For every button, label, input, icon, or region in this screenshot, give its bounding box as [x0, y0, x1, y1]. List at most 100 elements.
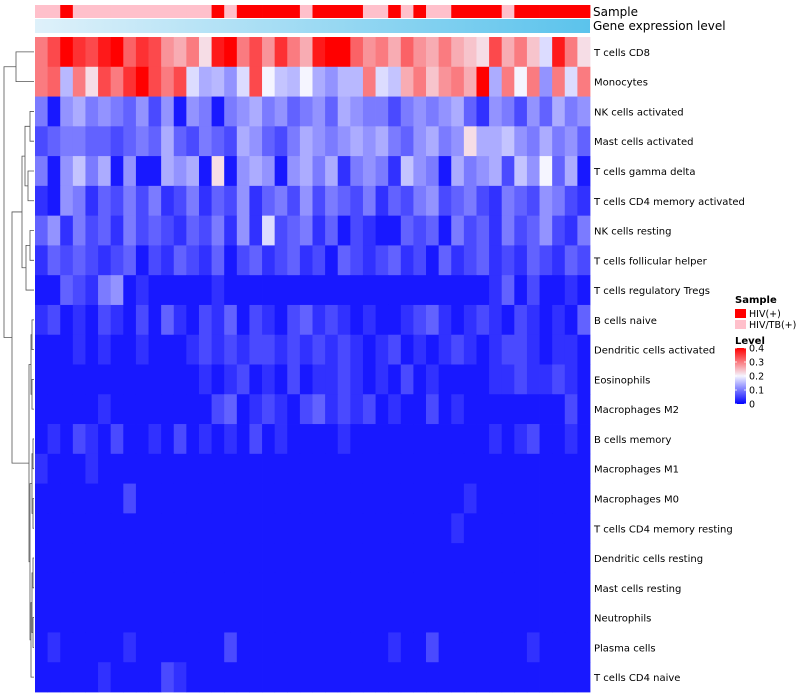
heatmap-cell	[123, 275, 137, 306]
heatmap-cell	[148, 334, 162, 365]
heatmap-cell	[249, 96, 263, 127]
heatmap-cell	[47, 424, 61, 455]
heatmap-cell	[186, 602, 200, 633]
heatmap-cell	[198, 543, 212, 574]
heatmap-cell	[501, 126, 515, 157]
heatmap-cell	[98, 453, 112, 484]
heatmap-cell	[35, 424, 49, 455]
heatmap-cell	[337, 275, 351, 306]
row-label: Monocytes	[594, 78, 648, 89]
sample-annotation-cell	[173, 5, 187, 18]
sample-annotation-cell	[451, 5, 465, 18]
heatmap-cell	[539, 483, 553, 514]
heatmap-cell	[148, 662, 162, 693]
heatmap-cell	[186, 513, 200, 544]
heatmap-cell	[451, 304, 465, 336]
heatmap-cell	[312, 156, 326, 187]
heatmap-cell	[337, 394, 351, 425]
heatmap-cell	[299, 543, 313, 574]
heatmap-cell	[98, 215, 112, 246]
heatmap-cell	[476, 304, 490, 336]
heatmap-cell	[564, 483, 578, 514]
heatmap-cell	[400, 602, 414, 633]
heatmap-cell	[350, 483, 364, 514]
heatmap-cell	[400, 632, 414, 663]
sample-annotation-cell	[274, 5, 288, 18]
heatmap-cell	[148, 424, 162, 455]
heatmap-cell	[198, 215, 212, 246]
heatmap-cell	[198, 185, 212, 217]
heatmap-cell	[110, 453, 124, 484]
heatmap-cell	[413, 572, 427, 604]
heatmap-cell	[400, 424, 414, 455]
sample-annotation-cell	[72, 5, 86, 18]
heatmap-cell	[135, 275, 149, 306]
heatmap-cell	[72, 602, 86, 633]
heatmap-cell	[224, 185, 238, 217]
heatmap-cell	[123, 245, 137, 276]
heatmap-cell	[262, 215, 276, 246]
heatmap-cell	[539, 126, 553, 157]
heatmap-cell	[249, 304, 263, 336]
heatmap-cell	[98, 275, 112, 306]
heatmap-cell	[350, 394, 364, 425]
heatmap-cell	[539, 96, 553, 127]
sample-annotation-cell	[489, 5, 503, 18]
heatmap-cell	[161, 245, 175, 276]
heatmap-cell	[489, 632, 503, 663]
heatmap-cell	[463, 513, 477, 544]
heatmap-cell	[135, 126, 149, 157]
heatmap-cell	[451, 483, 465, 514]
heatmap-cell	[211, 632, 225, 663]
heatmap-cell	[325, 364, 339, 395]
heatmap-cell	[337, 364, 351, 395]
heatmap-cell	[85, 96, 99, 127]
level-legend-title: Level	[735, 336, 765, 347]
heatmap-cell	[350, 334, 364, 365]
heatmap-cell	[413, 543, 427, 574]
heatmap-cell	[362, 572, 376, 604]
heatmap-cell	[249, 364, 263, 395]
dendrogram-branch	[32, 557, 34, 589]
heatmap-cell	[451, 37, 465, 68]
heatmap-cell	[148, 632, 162, 663]
level-tick-label: 0.4	[749, 344, 764, 355]
heatmap-cell	[274, 662, 288, 693]
heatmap-cell	[274, 632, 288, 663]
heatmap-cell	[362, 513, 376, 544]
heatmap-cell	[501, 304, 515, 336]
heatmap-cell	[123, 424, 137, 455]
heatmap-cell	[375, 185, 389, 217]
heatmap-cell	[577, 37, 591, 68]
heatmap-cell	[262, 543, 276, 574]
heatmap-cell	[85, 602, 99, 633]
heatmap-cell	[60, 66, 74, 97]
row-label: Neutrophils	[594, 614, 651, 625]
heatmap-cell	[148, 156, 162, 187]
sample-annotation-cell	[350, 5, 364, 18]
heatmap-cell	[577, 662, 591, 693]
sample-annotation-cell	[325, 5, 339, 18]
heatmap-cell	[173, 602, 187, 633]
heatmap-cell	[262, 156, 276, 187]
heatmap-cell	[451, 632, 465, 663]
heatmap-cell	[224, 304, 238, 336]
heatmap-cell	[552, 245, 566, 276]
heatmap-cell	[47, 66, 61, 97]
heatmap-cell	[211, 662, 225, 693]
heatmap-cell	[224, 275, 238, 306]
heatmap-cell	[262, 334, 276, 365]
heatmap-cell	[451, 126, 465, 157]
heatmap-cell	[539, 156, 553, 187]
heatmap-cell	[526, 215, 540, 246]
heatmap-cell	[186, 453, 200, 484]
heatmap-cell	[413, 126, 427, 157]
heatmap-cell	[224, 632, 238, 663]
heatmap-cell	[501, 602, 515, 633]
sample-legend-title: Sample	[735, 295, 777, 306]
heatmap-cell	[375, 37, 389, 68]
heatmap-cell	[564, 453, 578, 484]
heatmap-cell	[476, 513, 490, 544]
heatmap-cell	[539, 304, 553, 336]
heatmap-cell	[236, 96, 250, 127]
